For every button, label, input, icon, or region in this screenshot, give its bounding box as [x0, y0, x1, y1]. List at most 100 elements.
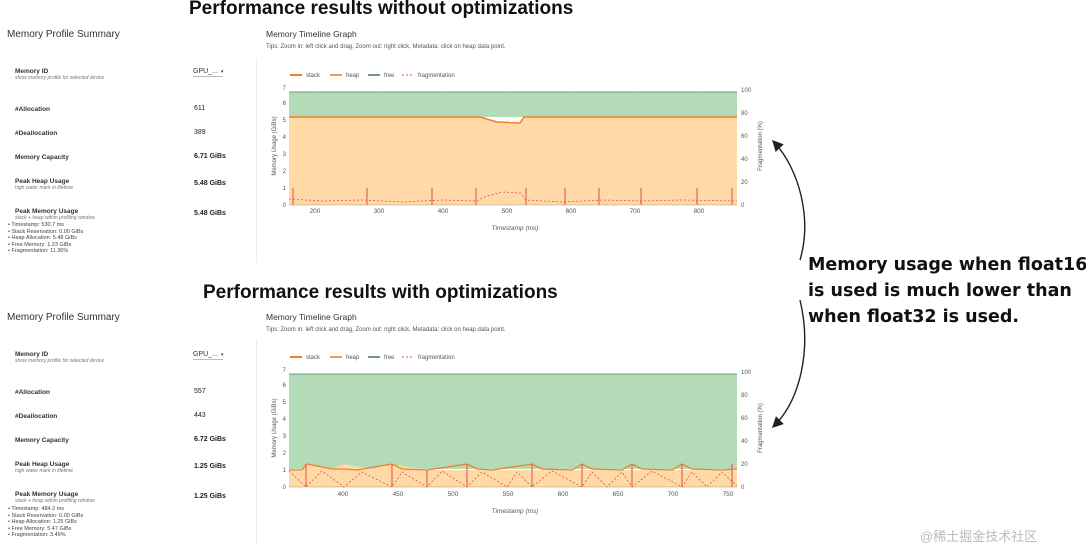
detail-item: • Free Memory: 1.23 GiBs	[8, 241, 72, 248]
svg-text:20: 20	[741, 462, 748, 468]
panel-divider	[256, 58, 257, 263]
svg-text:800: 800	[694, 208, 705, 215]
svg-text:100: 100	[741, 88, 752, 94]
memory-id-label: Memory ID	[15, 68, 49, 75]
svg-text:1: 1	[283, 468, 287, 474]
svg-text:700: 700	[668, 491, 679, 498]
svg-text:7: 7	[283, 86, 287, 92]
allocation-value: 557	[194, 388, 206, 395]
svg-text:20: 20	[741, 180, 748, 186]
heap-area	[289, 464, 737, 487]
fragmentation-line	[288, 191, 738, 203]
legend-free: free	[384, 355, 395, 361]
y-axis-ticks: 0 1 2 3 4 5 6 7	[283, 368, 287, 491]
svg-text:700: 700	[630, 208, 641, 215]
y2-axis-label: Fragmentation (%)	[758, 121, 764, 171]
svg-text:0: 0	[283, 203, 287, 209]
svg-text:300: 300	[374, 208, 385, 215]
allocation-value: 611	[194, 105, 206, 112]
detail-item: • Free Memory: 5.47 GiBs	[8, 525, 72, 532]
y-axis-ticks: 0 1 2 3 4 5 6 7	[283, 86, 287, 209]
memory-id-label: Memory ID	[15, 351, 49, 358]
graph-tips: Tips: Zoom in: left click and drag, Zoom…	[266, 327, 506, 333]
stack-spikes	[292, 188, 733, 205]
memory-id-value: GPU_...	[193, 351, 218, 358]
detail-item: • Stack Reservation: 0.00 GiBs	[8, 512, 84, 519]
detail-item: • Heap Allocation: 1.25 GiBs	[8, 519, 77, 525]
svg-text:5: 5	[283, 118, 287, 124]
detail-item: • Fragmentation: 3.49%	[8, 532, 66, 538]
y2-axis-ticks: 0 20 40 60 80 100	[741, 370, 752, 491]
memory-id-hint: show memory profile for selected device	[15, 358, 105, 364]
legend-free: free	[384, 73, 395, 79]
x-axis-ticks: 200 300 400 500 600 700 800	[310, 208, 705, 215]
svg-text:80: 80	[741, 111, 748, 117]
summary-title: Memory Profile Summary	[7, 312, 120, 323]
detail-item: • Timestamp: 484.2 ms	[8, 506, 65, 512]
svg-text:650: 650	[613, 491, 624, 498]
heap-line	[289, 116, 737, 124]
svg-text:4: 4	[283, 135, 287, 141]
x-axis-label: Timestamp (ms)	[492, 225, 539, 232]
annotation-line: when float32 is used.	[808, 307, 1020, 327]
arrow-to-bottom-chart	[772, 299, 806, 428]
peak-memory-value: 1.25 GiBs	[194, 493, 226, 500]
chart-legend: stack heap free fragmentation	[290, 355, 455, 361]
peak-heap-label: Peak Heap Usage	[15, 178, 70, 185]
peak-heap-hint: high water mark in lifetime	[15, 185, 74, 191]
x-axis-label: Timestamp (ms)	[492, 508, 539, 515]
peak-heap-hint: high water mark in lifetime	[15, 468, 74, 474]
allocation-label: #Allocation	[15, 389, 51, 396]
svg-text:600: 600	[558, 491, 569, 498]
allocation-label: #Allocation	[15, 106, 51, 113]
svg-text:100: 100	[741, 370, 752, 376]
svg-text:0: 0	[741, 203, 745, 209]
detail-item: • Fragmentation: 11.36%	[8, 248, 69, 254]
legend-heap: heap	[346, 355, 360, 361]
grid-lines	[314, 92, 700, 205]
peak-memory-details: • Timestamp: 530.7 ms • Stack Reservatio…	[8, 222, 83, 255]
svg-text:0: 0	[283, 485, 287, 491]
x-axis-ticks: 400 450 500 550 600 650 700 750	[338, 491, 734, 498]
memory-timeline-chart[interactable]: stack heap free fragmentation	[262, 346, 782, 526]
legend-fragmentation: fragmentation	[418, 73, 455, 79]
arrow-to-top-chart	[772, 139, 806, 261]
svg-text:400: 400	[338, 491, 349, 498]
svg-text:3: 3	[283, 434, 287, 440]
free-memory-area	[289, 374, 737, 469]
svg-text:5: 5	[283, 400, 287, 406]
capacity-label: Memory Capacity	[15, 437, 69, 444]
annotation-arrows	[772, 139, 806, 428]
annotation-line: Memory usage when float16	[808, 255, 1086, 275]
svg-text:2: 2	[283, 451, 287, 457]
heap-area	[289, 117, 737, 205]
deallocation-value: 443	[194, 412, 206, 419]
svg-text:500: 500	[502, 208, 513, 215]
svg-text:600: 600	[566, 208, 577, 215]
svg-text:40: 40	[741, 157, 748, 163]
detail-item: • Heap Allocation: 5.48 GiBs	[8, 235, 77, 241]
peak-memory-hint: stack + heap within profiling window	[15, 498, 95, 504]
peak-memory-details: • Timestamp: 484.2 ms • Stack Reservatio…	[8, 506, 83, 539]
svg-text:0: 0	[741, 485, 745, 491]
svg-text:6: 6	[283, 383, 287, 389]
peak-heap-label: Peak Heap Usage	[15, 461, 70, 468]
deallocation-label: #Deallocation	[15, 413, 58, 420]
peak-memory-value: 5.48 GiBs	[194, 210, 226, 217]
legend-fragmentation: fragmentation	[418, 355, 455, 361]
watermark: @稀土掘金技术社区	[920, 529, 1038, 544]
stack-spikes	[305, 464, 733, 487]
memory-timeline-chart[interactable]: stack heap free fragmentation	[262, 64, 782, 244]
peak-heap-value: 5.48 GiBs	[194, 180, 226, 187]
capacity-value: 6.72 GiBs	[194, 436, 226, 443]
memory-id-select[interactable]: GPU_... ▾	[193, 68, 223, 77]
capacity-label: Memory Capacity	[15, 154, 69, 161]
detail-item: • Stack Reservation: 0.00 GiBs	[8, 228, 84, 235]
legend-stack: stack	[306, 355, 321, 361]
svg-text:450: 450	[393, 491, 404, 498]
graph-tips: Tips: Zoom in: left click and drag, Zoom…	[266, 44, 506, 50]
summary-title: Memory Profile Summary	[7, 29, 120, 40]
headline-with-optimizations: Performance results with optimizations	[203, 282, 558, 303]
svg-text:4: 4	[283, 417, 287, 423]
memory-id-select[interactable]: GPU_... ▾	[193, 351, 223, 360]
